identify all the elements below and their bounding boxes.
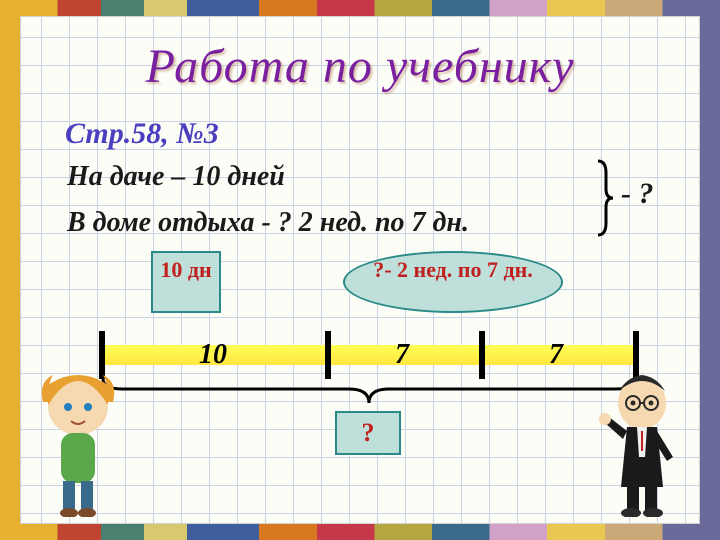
bar-tick [479,331,485,379]
bar-tick [325,331,331,379]
bracket-question: - ? [621,177,654,211]
cartoon-character-right [597,367,687,517]
slide-title: Работа по учебнику [21,39,699,94]
segment-label: 7 [549,339,563,371]
problem-line-2: В доме отдыха - ? 2 нед. по 7 дн. [67,207,469,239]
page-reference: Стр.58, №3 [65,117,219,151]
segment-bar: 10 7 7 [99,335,639,375]
label-box-question: ? [335,411,401,455]
graph-paper: Работа по учебнику Стр.58, №3 На даче – … [20,16,700,524]
segment-label: 10 [199,339,227,371]
label-box-10dn: 10 дн [151,251,221,313]
cartoon-character-left [33,367,123,517]
curly-bracket-right [596,159,614,237]
segment-label: 7 [395,339,409,371]
label-oval: ?- 2 нед. по 7 дн. [343,251,563,313]
curly-brace-under [99,377,639,407]
problem-line-1: На даче – 10 дней [67,161,285,193]
